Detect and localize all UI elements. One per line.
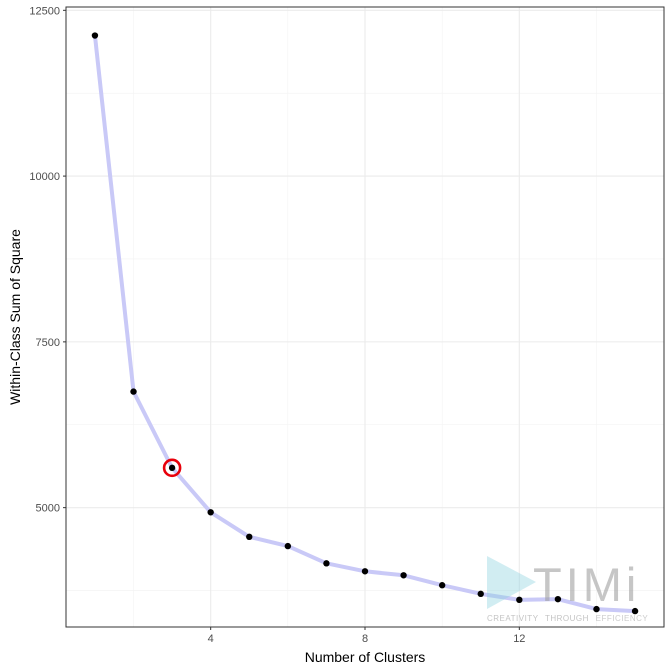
y-tick-label: 10000 xyxy=(29,171,60,183)
watermark-tagline-1: CREATIVITY xyxy=(487,614,539,623)
play-logo-icon xyxy=(487,556,536,609)
y-tick-label: 12500 xyxy=(29,5,60,17)
x-tick-label: 8 xyxy=(362,633,368,645)
data-point xyxy=(438,582,446,589)
panel-border xyxy=(65,6,665,628)
x-axis: 4 8 12 xyxy=(208,627,525,645)
optimal-k-marker xyxy=(162,458,182,478)
series xyxy=(91,32,639,615)
y-tick-label: 5000 xyxy=(36,503,60,515)
y-tick-label: 7500 xyxy=(36,337,60,349)
y-axis: 5000 7500 10000 12500 xyxy=(29,5,66,515)
watermark-tagline-3: EFFICIENCY xyxy=(596,614,649,623)
timi-watermark: TIMi CREATIVITY THROUGH EFFICIENCY xyxy=(487,556,648,623)
x-axis-title: Number of Clusters xyxy=(305,649,426,665)
data-point xyxy=(400,572,407,579)
data-point xyxy=(130,388,137,395)
x-tick-label: 4 xyxy=(208,633,214,645)
data-point xyxy=(361,568,369,575)
x-tick-label: 12 xyxy=(513,633,525,645)
data-point xyxy=(593,605,600,613)
data-point xyxy=(284,542,292,550)
data-point xyxy=(207,509,214,516)
data-point xyxy=(631,607,639,615)
grid xyxy=(66,7,664,627)
data-point xyxy=(516,596,523,604)
data-point xyxy=(323,560,330,567)
watermark-logo-text: TIMi xyxy=(533,558,640,611)
watermark-tagline-2: THROUGH xyxy=(545,614,589,623)
data-point xyxy=(168,464,176,472)
y-axis-title: Within-Class Sum of Square xyxy=(7,229,23,405)
data-point xyxy=(91,32,99,39)
data-point xyxy=(554,595,562,603)
svg-text:CREATIVITY THROUGH: CREATIVITY THROUGH EFFICIENCY xyxy=(487,614,648,623)
data-point xyxy=(246,533,253,541)
data-point xyxy=(477,590,484,598)
